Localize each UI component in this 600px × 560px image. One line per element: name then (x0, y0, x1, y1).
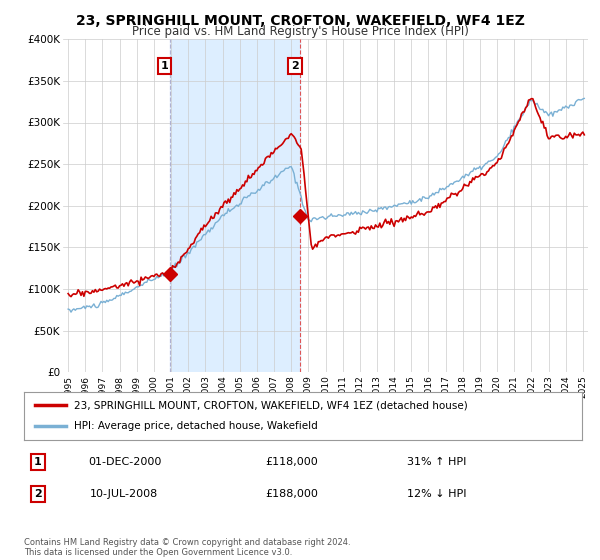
Text: 1: 1 (34, 457, 42, 467)
Text: HPI: Average price, detached house, Wakefield: HPI: Average price, detached house, Wake… (74, 421, 318, 431)
Text: 23, SPRINGHILL MOUNT, CROFTON, WAKEFIELD, WF4 1EZ (detached house): 23, SPRINGHILL MOUNT, CROFTON, WAKEFIELD… (74, 400, 468, 410)
Text: 10-JUL-2008: 10-JUL-2008 (91, 489, 158, 499)
Text: 31% ↑ HPI: 31% ↑ HPI (407, 457, 467, 467)
Text: £118,000: £118,000 (265, 457, 318, 467)
Text: 2: 2 (291, 61, 299, 71)
Text: Contains HM Land Registry data © Crown copyright and database right 2024.
This d: Contains HM Land Registry data © Crown c… (24, 538, 350, 557)
Bar (170, 39, 300, 372)
Text: 2: 2 (34, 489, 42, 499)
Text: Price paid vs. HM Land Registry's House Price Index (HPI): Price paid vs. HM Land Registry's House … (131, 25, 469, 38)
Text: 1: 1 (161, 61, 169, 71)
Text: 12% ↓ HPI: 12% ↓ HPI (407, 489, 467, 499)
Text: £188,000: £188,000 (265, 489, 318, 499)
Text: 01-DEC-2000: 01-DEC-2000 (88, 457, 161, 467)
Text: 23, SPRINGHILL MOUNT, CROFTON, WAKEFIELD, WF4 1EZ: 23, SPRINGHILL MOUNT, CROFTON, WAKEFIELD… (76, 14, 524, 28)
